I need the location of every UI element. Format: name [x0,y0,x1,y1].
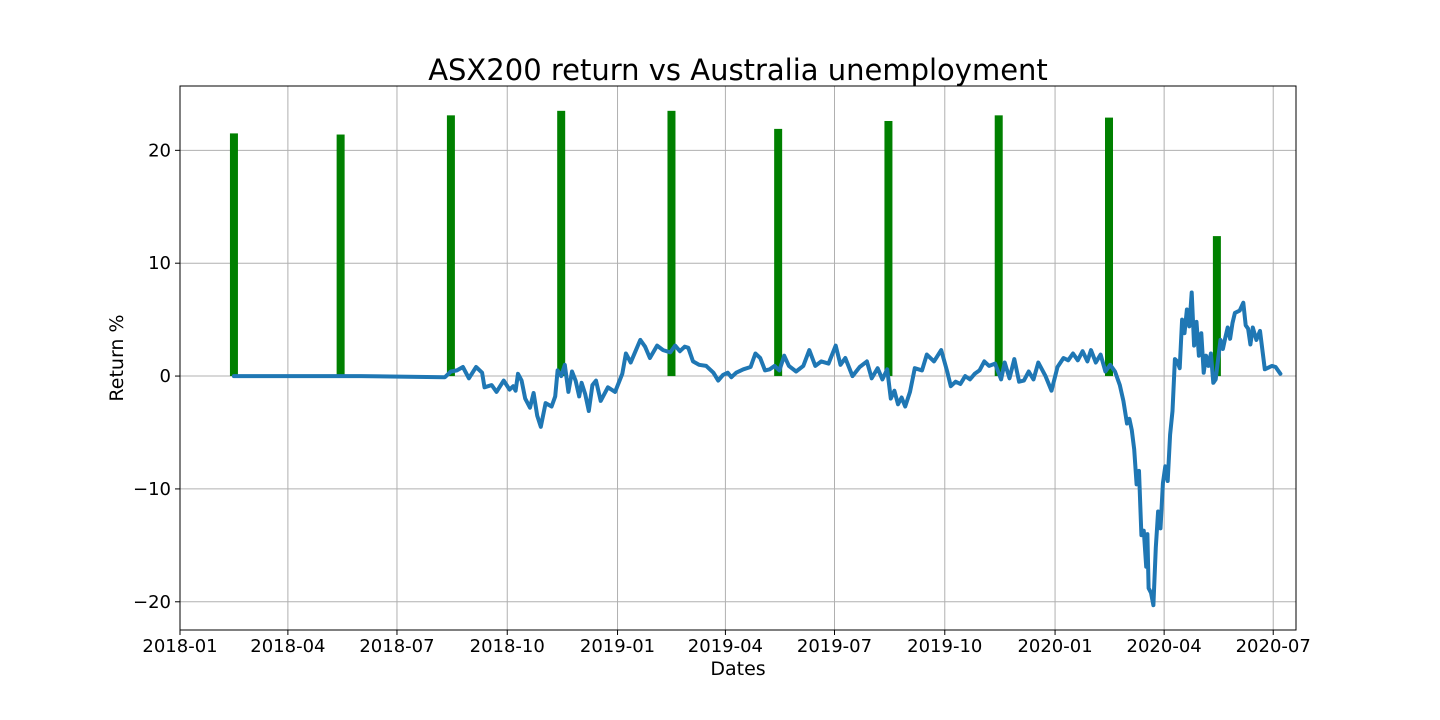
x-tick-label: 2018-01 [142,636,217,657]
y-tick-label: −10 [133,479,171,500]
y-tick-label: 10 [148,253,171,274]
x-axis: 2018-01 2018-04 2018-07 2018-10 2019-01 2019-… [142,630,1311,657]
line-series-layer [231,290,1283,608]
y-tick-label: 20 [148,140,171,161]
bar [1212,236,1221,377]
bar [1105,117,1114,377]
bar [336,134,345,377]
y-axis-title: Return % [106,314,128,401]
x-tick-label: 2019-07 [797,636,872,657]
x-tick-label: 2019-10 [907,636,982,657]
x-tick-label: 2018-04 [250,636,325,657]
x-tick-label: 2018-07 [359,636,434,657]
bar [774,128,783,377]
bar [667,110,676,377]
x-tick-label: 2019-04 [688,636,763,657]
bar [229,133,238,377]
y-tick-label: 0 [160,366,171,387]
x-tick-label: 2019-01 [580,636,655,657]
x-tick-label: 2020-04 [1127,636,1202,657]
grid-layer [179,86,1296,630]
chart-title: ASX200 return vs Australia unemployment [428,53,1048,87]
bar [557,110,566,377]
x-axis-title: Dates [710,658,765,680]
x-tick-label: 2018-10 [470,636,545,657]
bar-series [229,110,1221,377]
bar [446,115,455,377]
bar [994,115,1003,377]
return-line [231,290,1283,608]
y-axis: −20 −10 0 10 20 [133,140,180,613]
y-tick-label: −20 [133,592,171,613]
plot-frame [179,85,1297,631]
x-tick-label: 2020-01 [1017,636,1092,657]
bar [884,120,893,377]
x-tick-label: 2020-07 [1236,636,1311,657]
